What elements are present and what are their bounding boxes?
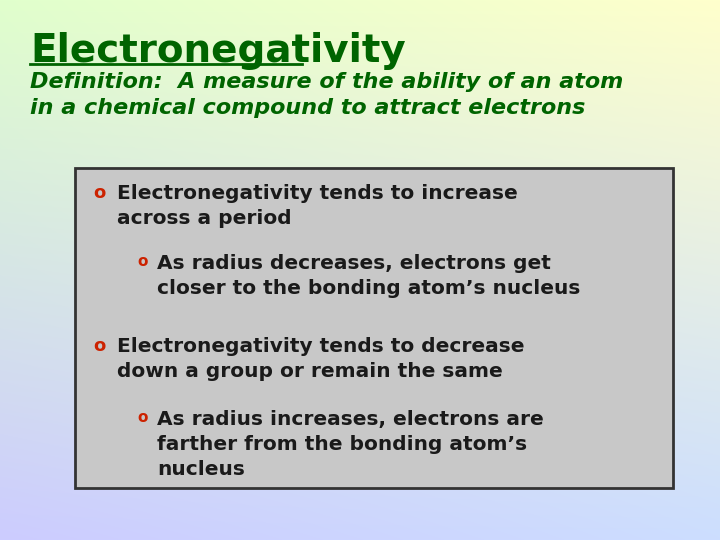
Text: o: o [137, 254, 148, 269]
Text: o: o [93, 184, 105, 202]
Text: As radius decreases, electrons get
closer to the bonding atom’s nucleus: As radius decreases, electrons get close… [157, 254, 580, 298]
FancyBboxPatch shape [75, 168, 673, 488]
Text: Electronegativity: Electronegativity [30, 32, 406, 70]
Text: o: o [93, 337, 105, 355]
Text: o: o [137, 410, 148, 425]
Text: As radius increases, electrons are
farther from the bonding atom’s
nucleus: As radius increases, electrons are farth… [157, 410, 544, 479]
Text: Electronegativity tends to decrease
down a group or remain the same: Electronegativity tends to decrease down… [117, 337, 524, 381]
Text: Electronegativity tends to increase
across a period: Electronegativity tends to increase acro… [117, 184, 518, 228]
Text: Definition:  A measure of the ability of an atom
in a chemical compound to attra: Definition: A measure of the ability of … [30, 72, 624, 118]
